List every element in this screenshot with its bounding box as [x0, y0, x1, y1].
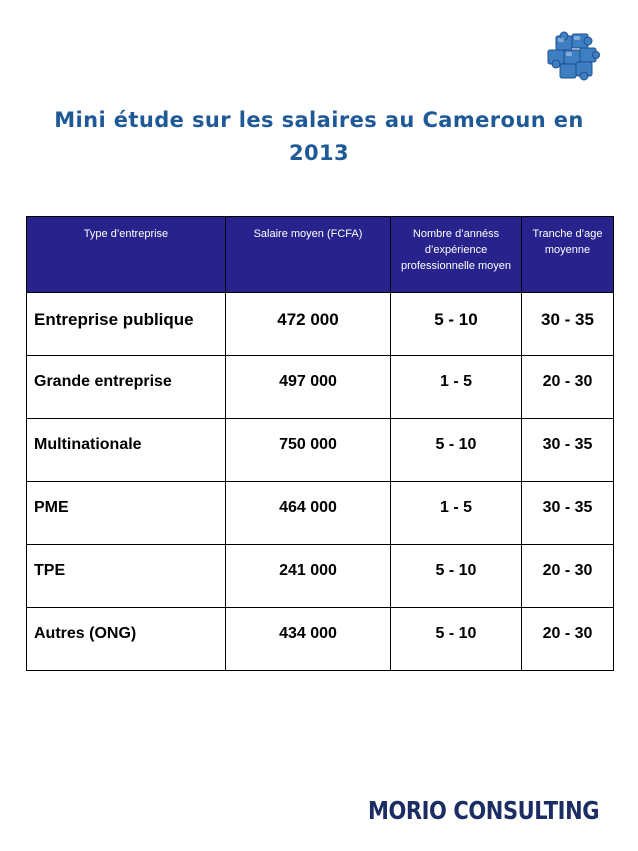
cell-age: 20 - 30: [521, 355, 614, 419]
cell-salary: 750 000: [225, 418, 391, 482]
cell-experience: 5 - 10: [390, 607, 522, 671]
page-title: Mini étude sur les salaires au Cameroun …: [54, 108, 584, 165]
cell-salary: 434 000: [225, 607, 391, 671]
cell-age: 30 - 35: [521, 481, 614, 545]
cell-experience: 1 - 5: [390, 481, 522, 545]
header-age: Tranche d’age moyenne: [521, 216, 614, 293]
cell-age: 30 - 35: [521, 292, 614, 356]
cell-age: 20 - 30: [521, 544, 614, 608]
table-row: PME 464 000 1 - 5 30 - 35: [26, 481, 614, 545]
cell-age: 20 - 30: [521, 607, 614, 671]
cell-type: Autres (ONG): [26, 607, 226, 671]
table-row: Grande entreprise 497 000 1 - 5 20 - 30: [26, 355, 614, 419]
table-row: Autres (ONG) 434 000 5 - 10 20 - 30: [26, 607, 614, 671]
table-row: Entreprise publique 472 000 5 - 10 30 - …: [26, 292, 614, 356]
header-type: Type d’entreprise: [26, 216, 226, 293]
cell-salary: 497 000: [225, 355, 391, 419]
table-row: TPE 241 000 5 - 10 20 - 30: [26, 544, 614, 608]
cell-experience: 1 - 5: [390, 355, 522, 419]
cell-type: Grande entreprise: [26, 355, 226, 419]
cell-experience: 5 - 10: [390, 418, 522, 482]
cell-salary: 472 000: [225, 292, 391, 356]
cell-type: Entreprise publique: [26, 292, 226, 356]
cell-type: PME: [26, 481, 226, 545]
salary-table: Type d’entreprise Salaire moyen (FCFA) N…: [26, 216, 614, 671]
header-experience: Nombre d’annéss d’expérience professionn…: [390, 216, 522, 293]
cell-salary: 464 000: [225, 481, 391, 545]
header-salary: Salaire moyen (FCFA): [225, 216, 391, 293]
cell-experience: 5 - 10: [390, 544, 522, 608]
cell-type: Multinationale: [26, 418, 226, 482]
cell-experience: 5 - 10: [390, 292, 522, 356]
company-logo: MORIO CONSULTING: [368, 796, 600, 825]
table-header-row: Type d’entreprise Salaire moyen (FCFA) N…: [26, 216, 614, 293]
table-row: Multinationale 750 000 5 - 10 30 - 35: [26, 418, 614, 482]
cell-type: TPE: [26, 544, 226, 608]
cell-age: 30 - 35: [521, 418, 614, 482]
cell-salary: 241 000: [225, 544, 391, 608]
puzzle-pieces-icon: [547, 31, 600, 81]
